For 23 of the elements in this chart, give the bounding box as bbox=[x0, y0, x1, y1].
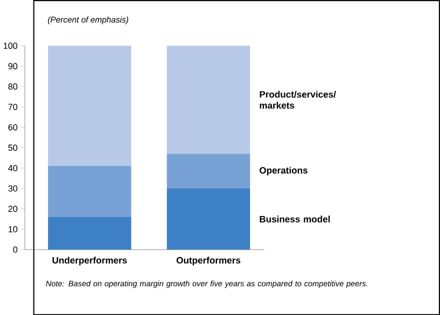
bar bbox=[48, 216, 132, 250]
y-tick-label: 10 bbox=[8, 226, 18, 232]
y-tick-label: 40 bbox=[8, 164, 18, 172]
y-tick-label: 60 bbox=[8, 124, 18, 130]
series-label: Business model bbox=[260, 216, 330, 222]
y-tick-label: 100 bbox=[4, 42, 18, 49]
y-tick-label: 70 bbox=[8, 104, 18, 110]
y-tick-label: 30 bbox=[8, 185, 18, 192]
bar bbox=[166, 154, 250, 188]
y-tick-label: 20 bbox=[8, 206, 18, 212]
bar bbox=[48, 166, 132, 217]
y-tick-label: 0 bbox=[13, 246, 18, 253]
bar bbox=[166, 188, 250, 250]
series-label: Product/services/ markets bbox=[260, 90, 336, 109]
series-label: Operations bbox=[260, 166, 308, 176]
bar bbox=[48, 46, 132, 166]
y-tick-label: 80 bbox=[8, 83, 18, 90]
x-tick-label: Outperformers bbox=[176, 256, 240, 266]
bar bbox=[166, 46, 250, 154]
x-tick-label: Underperformers bbox=[52, 256, 127, 266]
y-tick-label: 90 bbox=[8, 62, 18, 70]
y-tick-label: 50 bbox=[8, 144, 18, 151]
y-axis-title: (Percent of emphasis) bbox=[48, 16, 128, 24]
